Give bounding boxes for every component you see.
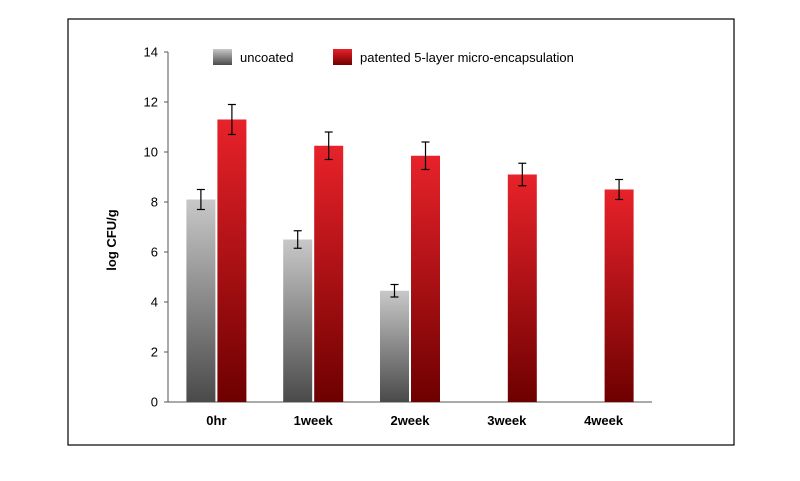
y-tick-label: 4 bbox=[151, 295, 158, 310]
y-axis-title: log CFU/g bbox=[104, 209, 119, 270]
bar-encapsulated-0hr bbox=[217, 119, 247, 402]
bar-uncoated-1week bbox=[283, 239, 313, 402]
x-tick-label: 3week bbox=[487, 413, 527, 428]
legend: uncoated patented 5-layer micro-encapsula… bbox=[213, 49, 574, 65]
x-tick-label: 4week bbox=[584, 413, 624, 428]
y-tick-label: 8 bbox=[151, 195, 158, 210]
x-tick-label: 2week bbox=[390, 413, 430, 428]
legend-label: uncoated bbox=[240, 50, 294, 65]
error-bars bbox=[196, 103, 624, 298]
y-tick-label: 2 bbox=[151, 345, 158, 360]
y-tick-label: 6 bbox=[151, 245, 158, 260]
legend-swatch bbox=[213, 49, 232, 65]
x-tick-label: 0hr bbox=[206, 413, 226, 428]
bars bbox=[186, 119, 634, 402]
bar-encapsulated-4week bbox=[604, 189, 634, 402]
bar-encapsulated-1week bbox=[314, 145, 344, 402]
bar-uncoated-0hr bbox=[186, 199, 216, 402]
bar-encapsulated-3week bbox=[507, 174, 537, 402]
y-tick-label: 14 bbox=[144, 45, 158, 60]
legend-label: patented 5-layer micro-encapsulation bbox=[360, 50, 574, 65]
y-tick-label: 12 bbox=[144, 95, 158, 110]
bar-uncoated-2week bbox=[380, 290, 409, 402]
y-tick-label: 0 bbox=[151, 395, 158, 410]
axes: 0 2 4 6 8 10 12 14 0hr 1week 2week 3week 4week bbox=[144, 45, 652, 428]
bar-encapsulated-2week bbox=[411, 155, 440, 402]
legend-swatch bbox=[333, 49, 352, 65]
y-tick-label: 10 bbox=[144, 145, 158, 160]
x-tick-label: 1week bbox=[294, 413, 334, 428]
